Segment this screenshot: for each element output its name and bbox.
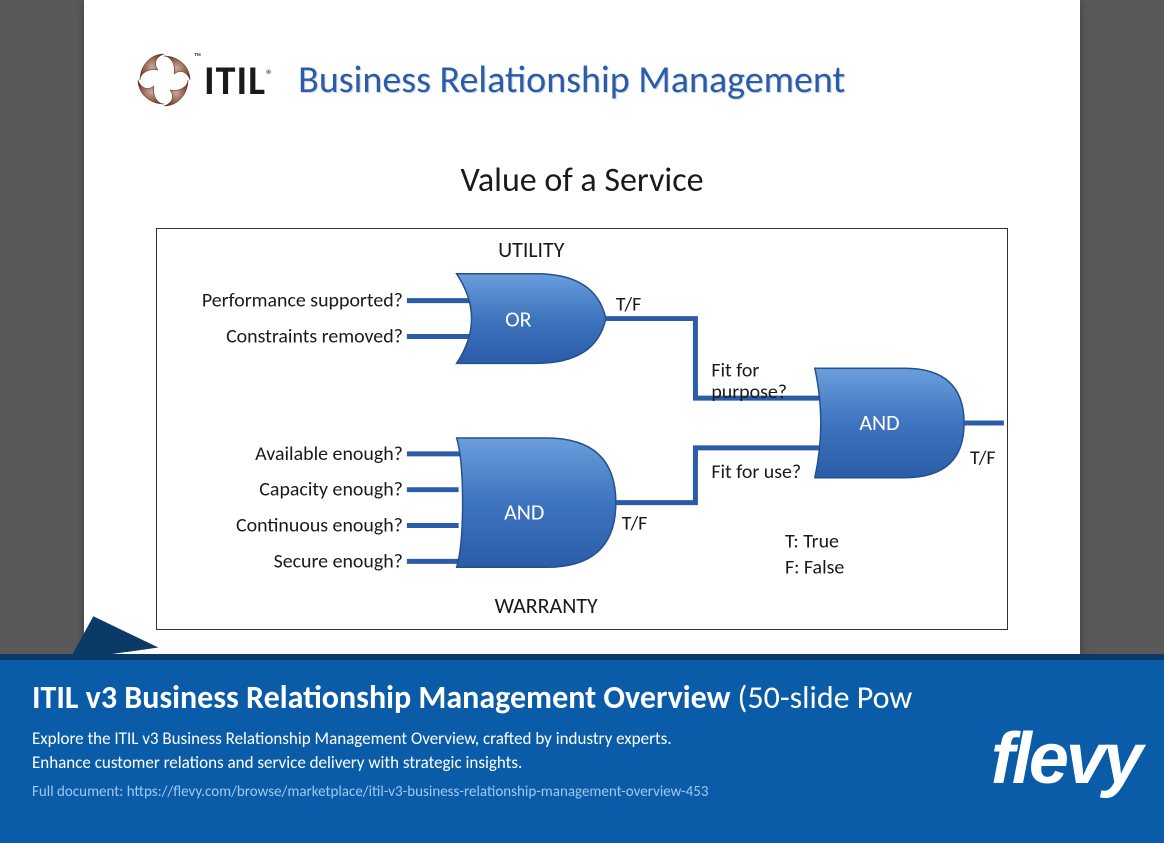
slide-subtitle: Value of a Service <box>84 160 1080 201</box>
itil-tm: ™ <box>194 50 202 63</box>
and1-out-tf: T/F <box>622 511 647 535</box>
footer-title-bold: ITIL v3 Business Relationship Management… <box>32 678 730 717</box>
footer-banner: ITIL v3 Business Relationship Management… <box>0 654 1164 843</box>
or-out-tf: T/F <box>616 293 641 317</box>
footer-description: Explore the ITIL v3 Business Relationshi… <box>32 727 712 775</box>
or-input-1: Constraints removed? <box>226 324 403 348</box>
itil-logo-text: ™ ITIL® <box>204 56 274 105</box>
slide-header: ™ ITIL® Business Relationship Management <box>132 48 1032 112</box>
footer-title: ITIL v3 Business Relationship Management… <box>32 678 1132 717</box>
and1-input-2: Continuous enough? <box>236 513 403 537</box>
footer-title-rest: (50-slide Pow <box>730 678 912 717</box>
flevy-logo: flevy <box>991 718 1140 800</box>
and1-input-0: Available enough? <box>255 442 403 466</box>
itil-swirl-icon <box>132 48 196 112</box>
diagram-container: UTILITY Performance supported? Constrain… <box>156 228 1008 630</box>
slide: ™ ITIL® Business Relationship Management… <box>84 0 1080 654</box>
and1-gate: AND <box>457 438 616 567</box>
legend-false: F: False <box>785 555 844 579</box>
section-warranty: WARRANTY <box>495 592 598 619</box>
footer-link-url: https://flevy.com/browse/marketplace/iti… <box>127 783 709 801</box>
fit-purpose-1: Fit for <box>711 358 759 382</box>
and2-gate: AND <box>815 368 964 477</box>
slide-title: Business Relationship Management <box>298 57 1032 103</box>
or-gate: OR <box>457 274 606 364</box>
fit-use: Fit for use? <box>711 460 801 484</box>
and1-input-3: Secure enough? <box>274 549 403 573</box>
logic-diagram: UTILITY Performance supported? Constrain… <box>157 229 1007 629</box>
footer-link[interactable]: Full document: https://flevy.com/browse/… <box>32 783 1132 801</box>
and1-input-1: Capacity enough? <box>259 478 403 502</box>
and2-gate-label: AND <box>859 409 899 436</box>
section-utility: UTILITY <box>498 236 565 263</box>
and1-gate-label: AND <box>504 499 544 526</box>
fit-purpose-2: purpose? <box>711 380 787 404</box>
footer-link-prefix: Full document: <box>32 783 127 801</box>
itil-reg: ® <box>266 66 274 83</box>
itil-logo: ™ ITIL® <box>132 48 274 112</box>
itil-word: ITIL <box>204 56 266 105</box>
legend-true: T: True <box>785 529 839 553</box>
or-input-0: Performance supported? <box>202 289 403 313</box>
or-gate-label: OR <box>505 306 531 333</box>
and2-out-tf: T/F <box>970 446 995 470</box>
